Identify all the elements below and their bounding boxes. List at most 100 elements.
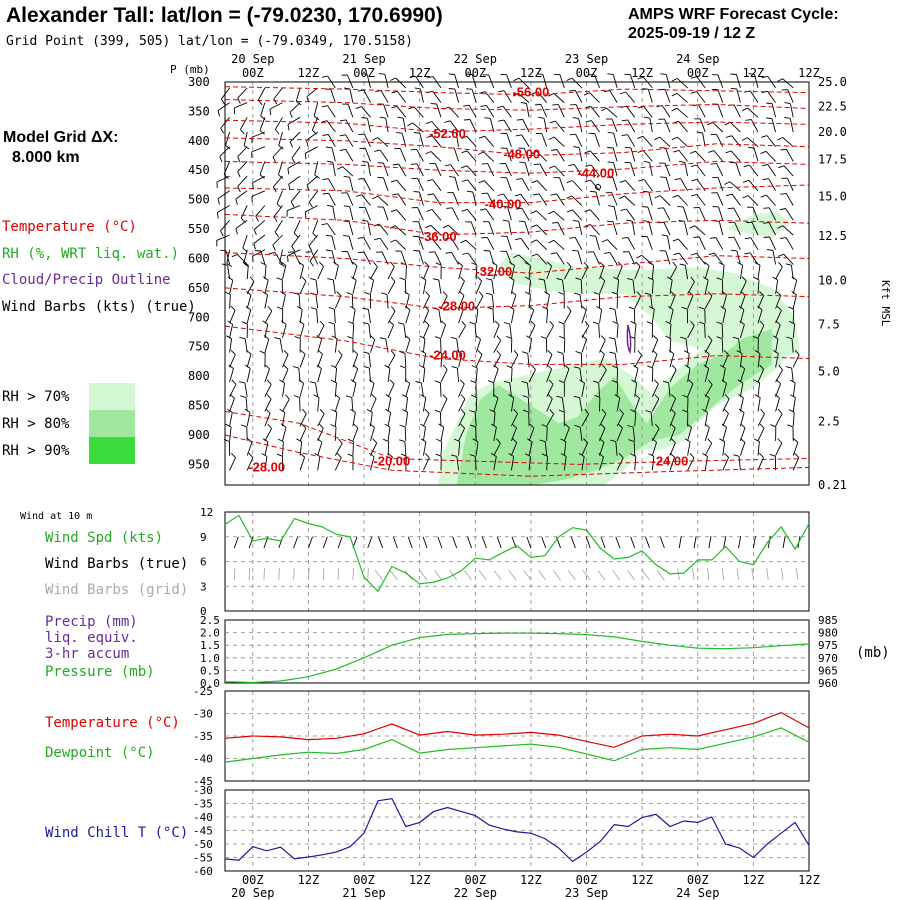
wind-barb-feather bbox=[285, 394, 290, 400]
wind-barb bbox=[536, 253, 548, 265]
wind-barb bbox=[363, 89, 371, 103]
wind-barb-true bbox=[481, 536, 487, 549]
wind-barb bbox=[404, 426, 407, 441]
wind-barb bbox=[305, 205, 318, 213]
wind-barb-feather bbox=[420, 394, 427, 399]
wind-barb-feather bbox=[471, 262, 478, 266]
wind-barb bbox=[747, 107, 759, 118]
wind-barb-feather bbox=[419, 335, 426, 340]
height-tick-label: 25.0 bbox=[818, 75, 847, 89]
wind-barb bbox=[451, 252, 459, 265]
wind-barb-feather bbox=[780, 148, 787, 151]
wind-barb bbox=[404, 279, 407, 294]
wind-barb bbox=[563, 441, 567, 456]
wind-barb bbox=[730, 150, 741, 162]
wind-barb-feather bbox=[481, 192, 488, 195]
wind-barb-feather bbox=[358, 251, 365, 254]
wind-barb bbox=[503, 119, 512, 133]
wind-barb-feather bbox=[322, 134, 329, 136]
wind-barb bbox=[416, 148, 424, 162]
wind-barb bbox=[434, 163, 442, 177]
wind-barb bbox=[351, 397, 354, 412]
wind-barb-grid bbox=[508, 570, 517, 581]
bottom-hour-tick-label: 00Z bbox=[687, 873, 709, 887]
wind-barb bbox=[765, 150, 776, 162]
wind-barb bbox=[669, 323, 672, 338]
wind-barb bbox=[487, 192, 495, 206]
wind-barb-feather bbox=[399, 424, 406, 428]
wind-barb bbox=[493, 354, 501, 368]
wind-barb-feather bbox=[594, 394, 601, 398]
wind-barb-feather bbox=[761, 164, 768, 167]
wind-barb-feather bbox=[405, 305, 411, 311]
wind-speed-legend: Wind Spd (kts) bbox=[45, 530, 163, 546]
wind-barb-feather bbox=[736, 350, 743, 354]
wind-barb-grid bbox=[233, 567, 236, 581]
wind-barb-feather bbox=[413, 250, 420, 252]
top-date-label: 24 Sep bbox=[676, 52, 719, 66]
wind-barb bbox=[216, 175, 230, 183]
wind-barb bbox=[349, 88, 354, 103]
wind-barb-feather bbox=[331, 409, 338, 413]
wind-barb bbox=[717, 89, 724, 103]
wind-barb-feather bbox=[740, 438, 746, 443]
wind-barb-feather bbox=[358, 133, 365, 136]
wind-barb-feather bbox=[448, 88, 455, 90]
wind-barb-feather bbox=[654, 423, 660, 429]
wind-barb-feather bbox=[614, 394, 621, 399]
wind-barb-grid bbox=[367, 567, 369, 581]
pressure-tick-label: 965 bbox=[818, 664, 838, 677]
wind-barb-feather bbox=[296, 101, 302, 106]
wind-barb-feather bbox=[385, 394, 392, 399]
precip-tick-label: 2.0 bbox=[200, 627, 220, 640]
wind-barb bbox=[487, 163, 495, 177]
wind-barb-feather bbox=[682, 394, 689, 398]
wind-barb-feather bbox=[709, 237, 716, 239]
wind-barb bbox=[287, 116, 301, 125]
legend-cloud-outline: Cloud/Precip Outline bbox=[2, 272, 171, 288]
wind-barb bbox=[753, 147, 759, 162]
wind-barb-feather bbox=[760, 150, 767, 155]
wind-barb bbox=[729, 121, 741, 133]
wind-barb bbox=[643, 150, 653, 162]
wind-barb-feather bbox=[538, 116, 545, 119]
wind-barb-feather bbox=[230, 452, 236, 458]
wind-barb-feather bbox=[716, 277, 723, 281]
wind-barb-true bbox=[541, 536, 547, 549]
top-date-label: 22 Sep bbox=[454, 52, 497, 66]
wind-barb-feather bbox=[334, 393, 340, 399]
wind-barb bbox=[698, 236, 706, 250]
height-tick-label: 2.5 bbox=[818, 414, 840, 428]
wind-barb bbox=[738, 338, 741, 353]
wind-barb bbox=[757, 382, 761, 397]
wind-barb-feather bbox=[738, 408, 745, 414]
wind-barb-feather bbox=[235, 228, 238, 235]
wind-barb bbox=[370, 266, 378, 280]
wind-barb bbox=[349, 206, 354, 221]
wind-barb-feather bbox=[336, 166, 343, 170]
wind-barb bbox=[245, 397, 248, 412]
wind-barb-feather bbox=[318, 261, 324, 267]
wind-barb-grid bbox=[463, 570, 472, 581]
wind-barb bbox=[419, 191, 424, 206]
wind-barb bbox=[387, 397, 392, 412]
wind-barb-feather bbox=[322, 192, 329, 195]
wind-barb-feather bbox=[719, 364, 726, 369]
wind-barb-feather bbox=[785, 366, 792, 369]
wind-barb bbox=[308, 234, 319, 247]
forecast-cycle-value: 2025-09-19 / 12 Z bbox=[628, 25, 755, 42]
wind-barb bbox=[649, 162, 653, 177]
wind-barb bbox=[651, 265, 655, 280]
wind-barb bbox=[405, 339, 411, 353]
wind-barb-feather bbox=[389, 261, 395, 267]
wind-barb bbox=[299, 428, 307, 442]
wind-barb bbox=[264, 456, 268, 471]
wind-barb bbox=[458, 413, 466, 427]
wind-barb bbox=[503, 193, 512, 206]
wind-barb-feather bbox=[220, 98, 225, 105]
wind-barb-feather bbox=[339, 119, 347, 122]
wind-barb bbox=[237, 146, 248, 158]
wind-barb bbox=[412, 122, 424, 133]
wind-barb-feather bbox=[645, 410, 652, 413]
wind-barb-feather bbox=[618, 195, 625, 200]
